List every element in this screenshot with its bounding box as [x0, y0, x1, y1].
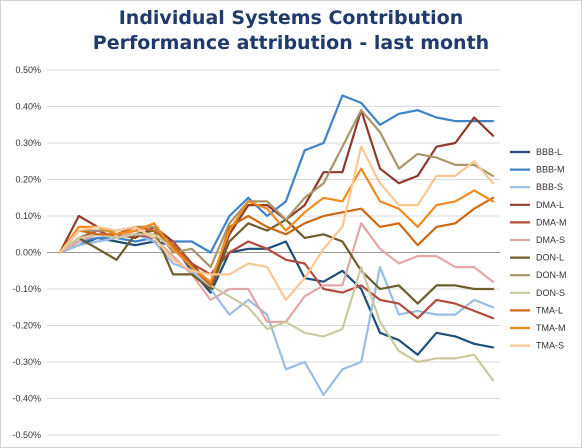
y-tick-label: -0.40% [12, 394, 41, 404]
series-line-dma-l [58, 109, 495, 287]
y-axis-tick-labels: 0.50% 0.40% 0.30% 0.20% 0.10% 0.00% -0.10% -0.2… [12, 65, 41, 440]
legend-label: DON-M [536, 270, 567, 280]
legend-label: DON-L [536, 253, 564, 263]
series-line-don-s [58, 233, 495, 382]
y-tick-label: -0.50% [12, 430, 41, 440]
legend-label: BBB-S [536, 182, 563, 192]
legend-label: DON-S [536, 288, 565, 298]
y-tick-label: 0.20% [15, 175, 41, 185]
legend-label: TMA-M [536, 323, 566, 333]
chart-title: Individual Systems Contribution [118, 7, 464, 29]
series-line-don-l [58, 218, 495, 305]
chart-title-block: Individual Systems Contribution Performa… [0, 6, 582, 56]
y-tick-label: 0.00% [15, 248, 41, 258]
y-tick-label: -0.30% [12, 357, 41, 367]
y-tick-label: 0.40% [15, 102, 41, 112]
legend-label: TMA-S [536, 341, 564, 351]
legend-label: BBB-M [536, 165, 565, 175]
series-line-tma-m [58, 167, 495, 283]
series-lines [58, 94, 495, 396]
series-line-bbb-m [58, 94, 495, 254]
y-tick-label: -0.10% [12, 284, 41, 294]
y-tick-label: 0.30% [15, 138, 41, 148]
series-line-tma-s [58, 145, 495, 301]
series-line-bbb-l [58, 236, 495, 356]
legend-label: DMA-M [536, 217, 567, 227]
legend-label: BBB-L [536, 147, 562, 157]
y-tick-label: -0.20% [12, 321, 41, 331]
y-tick-label: 0.50% [15, 65, 41, 75]
series-line-bbb-s [58, 233, 495, 396]
legend-label: DMA-S [536, 235, 565, 245]
chart-subtitle: Performance attribution - last month [92, 32, 490, 54]
legend: BBB-L BBB-M BBB-S DMA-L DMA-M DMA-S DON-L DON-M… [510, 147, 567, 351]
y-tick-label: 0.10% [15, 211, 41, 221]
legend-label: TMA-L [536, 305, 563, 315]
legend-label: DMA-L [536, 200, 564, 210]
